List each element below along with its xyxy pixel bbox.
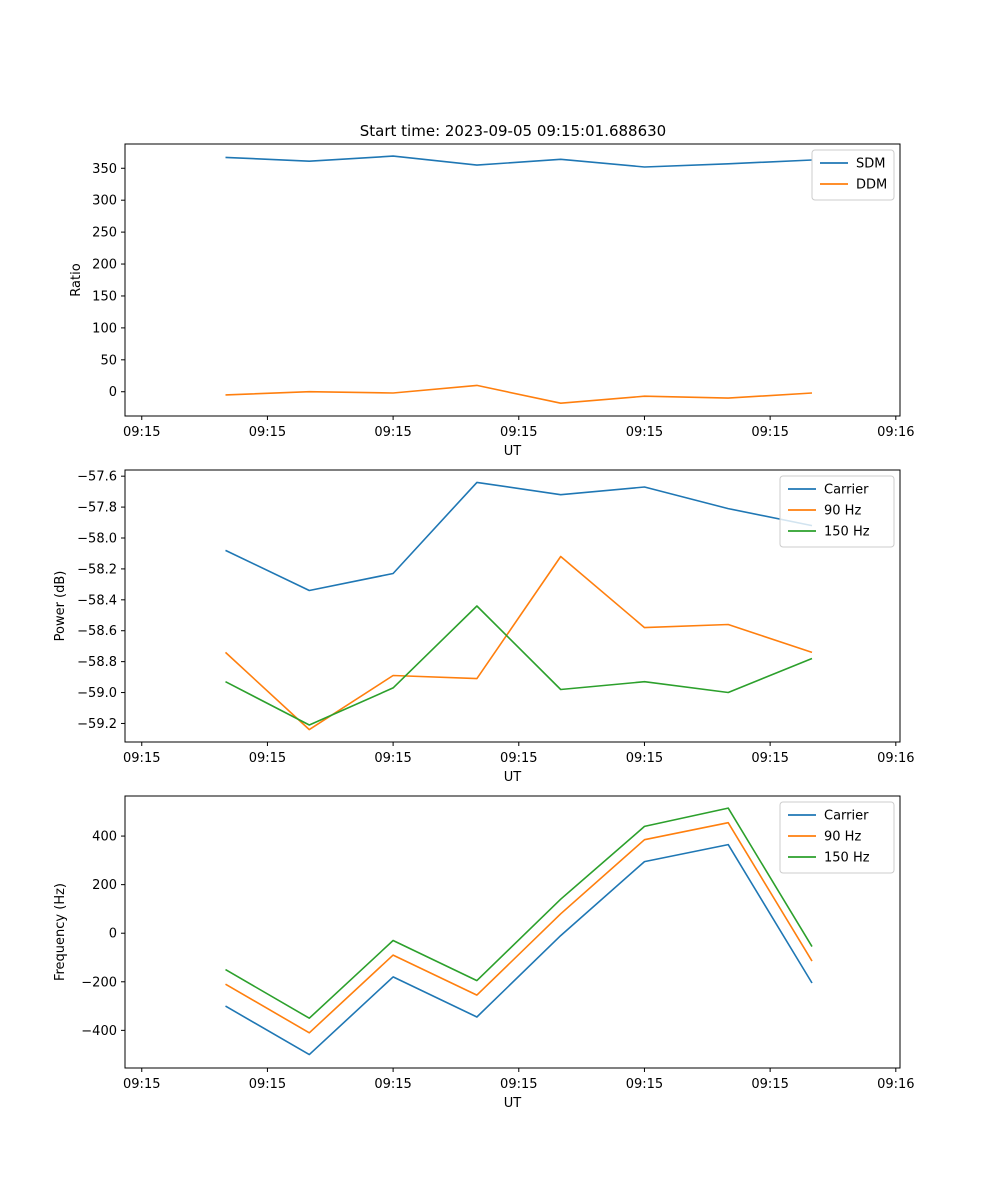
y-tick-label: 200	[92, 258, 117, 273]
legend-label: 150 Hz	[824, 525, 870, 540]
y-tick-label: −58.0	[77, 532, 117, 547]
legend-label: 90 Hz	[824, 830, 861, 845]
chart-frequency: 09:15 09:15 09:15 09:15 09:15 09:15 09:16 −400 −…	[53, 795, 915, 1111]
legend-label: DDM	[856, 178, 887, 193]
legend-label: 90 Hz	[824, 504, 861, 519]
x-tick-label: 09:15	[374, 1077, 411, 1092]
y-tick-label: −58.8	[77, 655, 117, 670]
y-axis-label: Ratio	[69, 263, 84, 296]
x-tick-label: 09:15	[374, 751, 411, 766]
x-tick-label: 09:15	[249, 1077, 286, 1092]
y-tick-label: 200	[92, 878, 117, 893]
x-tick-label: 09:15	[374, 425, 411, 440]
chart-ratio: 09:15 09:15 09:15 09:15 09:15 09:15 09:16 0 50 10…	[69, 143, 915, 459]
x-tick-label: 09:15	[500, 751, 537, 766]
x-tick-label: 09:15	[249, 425, 286, 440]
series-line-ddm	[225, 384, 813, 405]
x-tick-label: 09:15	[626, 1077, 663, 1092]
x-axis-label: UT	[504, 770, 522, 785]
axes-frame	[124, 469, 901, 743]
x-tick-label: 09:15	[751, 1077, 788, 1092]
x-tick-label: 09:15	[500, 425, 537, 440]
x-tick-label: 09:15	[123, 425, 160, 440]
series-line-sdm	[225, 155, 813, 168]
y-axis-label: Power (dB)	[53, 571, 68, 642]
x-tick-label: 09:15	[123, 1077, 160, 1092]
legend-label: Carrier	[824, 809, 869, 824]
y-tick-label: 0	[109, 385, 117, 400]
legend-label: Carrier	[824, 483, 869, 498]
y-tick-label: −400	[81, 1024, 117, 1039]
legend-label: SDM	[856, 157, 885, 172]
y-tick-label: −58.6	[77, 624, 117, 639]
series-line-carrier	[225, 843, 813, 1056]
x-tick-label: 09:16	[877, 425, 914, 440]
x-tick-label: 09:15	[123, 751, 160, 766]
x-tick-label: 09:15	[751, 425, 788, 440]
y-tick-label: −200	[81, 975, 117, 990]
y-tick-label: 250	[92, 226, 117, 241]
series-line-90-hz	[225, 821, 813, 1034]
y-tick-label: 50	[100, 353, 117, 368]
chart-power: 09:15 09:15 09:15 09:15 09:15 09:15 09:16 −59.2…	[53, 469, 915, 785]
legend: SDM DDM	[811, 149, 895, 201]
y-tick-label: −57.8	[77, 501, 117, 516]
series-line-150-hz	[225, 807, 813, 1020]
series-line-150-hz	[225, 605, 813, 726]
y-tick-label: −59.0	[77, 686, 117, 701]
y-tick-label: −58.4	[77, 593, 117, 608]
x-tick-label: 09:15	[626, 751, 663, 766]
x-axis-label: UT	[504, 1096, 522, 1111]
y-axis-label: Frequency (Hz)	[53, 883, 68, 981]
y-tick-label: −57.6	[77, 470, 117, 485]
x-tick-label: 09:16	[877, 751, 914, 766]
y-tick-label: −58.2	[77, 562, 117, 577]
legend-label: 150 Hz	[824, 851, 870, 866]
y-tick-label: 350	[92, 162, 117, 177]
y-tick-label: 300	[92, 194, 117, 209]
y-tick-label: 400	[92, 830, 117, 845]
axes-frame	[124, 795, 901, 1069]
legend: Carrier 90 Hz 150 Hz	[779, 801, 895, 874]
series-line-carrier	[225, 481, 813, 592]
figure-title: Start time: 2023-09-05 09:15:01.688630	[360, 122, 666, 140]
x-tick-label: 09:15	[626, 425, 663, 440]
legend-box	[779, 475, 895, 548]
y-tick-label: −59.2	[77, 717, 117, 732]
x-axis-label: UT	[504, 444, 522, 459]
x-tick-label: 09:16	[877, 1077, 914, 1092]
y-tick-label: 0	[109, 927, 117, 942]
y-tick-label: 100	[92, 321, 117, 336]
x-tick-label: 09:15	[500, 1077, 537, 1092]
y-tick-label: 150	[92, 289, 117, 304]
legend-box	[779, 801, 895, 874]
x-tick-label: 09:15	[751, 751, 788, 766]
series-line-90-hz	[224, 555, 813, 731]
axes-frame	[124, 143, 901, 417]
legend: Carrier 90 Hz 150 Hz	[779, 475, 895, 548]
x-tick-label: 09:15	[249, 751, 286, 766]
